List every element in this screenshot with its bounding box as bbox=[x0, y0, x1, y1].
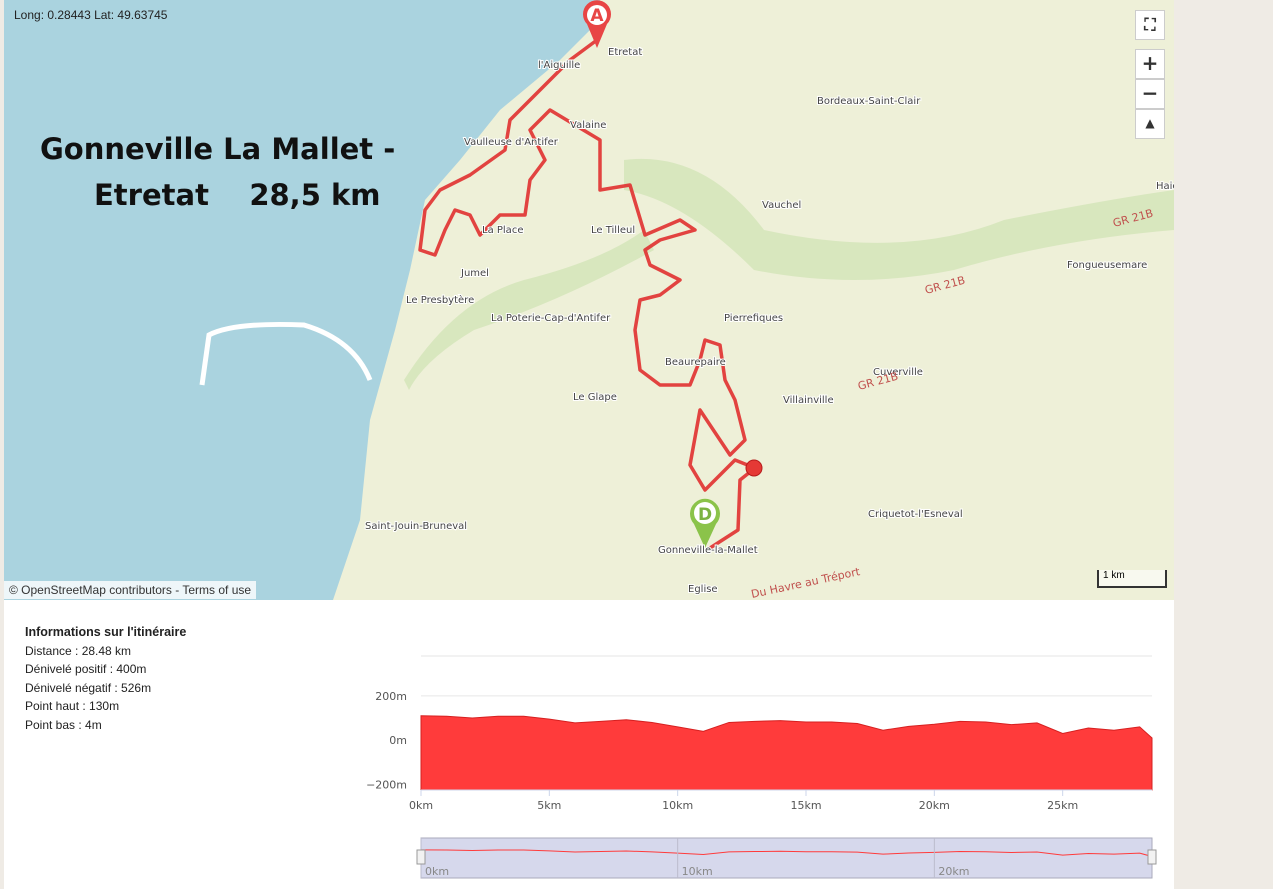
jetty bbox=[199, 321, 373, 386]
fullscreen-button[interactable]: ⛶ bbox=[1135, 10, 1165, 40]
x-tick-label: 10km bbox=[662, 799, 693, 812]
title-line: Etretat 28,5 km bbox=[94, 178, 381, 212]
navigator-handle[interactable] bbox=[416, 849, 426, 865]
place-label: Bordeaux-Saint-Clair bbox=[817, 96, 921, 107]
place-label: Jumel bbox=[460, 268, 489, 279]
place-label: Vauchel bbox=[762, 200, 801, 211]
marker-label: A bbox=[590, 6, 604, 26]
navigator-tick-label: 0km bbox=[425, 865, 449, 878]
place-label: Haie bbox=[1156, 181, 1174, 192]
route-title: Gonneville La Mallet - Etretat 28,5 km bbox=[40, 126, 395, 218]
navigator-handle[interactable] bbox=[1147, 849, 1157, 865]
place-labels: Etretat l'Aiguille Valaine Vaulleuse d'A… bbox=[364, 46, 1174, 600]
route bbox=[418, 38, 757, 550]
y-tick-label: −200m bbox=[366, 778, 407, 791]
attribution[interactable]: © OpenStreetMap contributors - Terms of … bbox=[4, 581, 257, 599]
end-marker: D bbox=[690, 498, 721, 548]
x-tick-label: 0km bbox=[409, 799, 433, 812]
scale-bar: 1 km bbox=[1097, 570, 1167, 588]
zoom-in-button[interactable]: + bbox=[1135, 49, 1165, 79]
place-label: Saint-Jouin-Bruneval bbox=[365, 521, 467, 532]
place-label: Le Glape bbox=[573, 392, 617, 403]
info-line: Distance : 28.48 km bbox=[25, 643, 132, 658]
y-tick-label: 200m bbox=[375, 690, 407, 703]
info-line: Point bas : 4m bbox=[25, 717, 102, 732]
zoom-out-button[interactable]: − bbox=[1135, 79, 1165, 109]
place-label: Etretat bbox=[608, 47, 642, 58]
map: A D Etretat l'Aiguille Valaine Vaulleuse… bbox=[4, 0, 1174, 600]
x-tick-label: 15km bbox=[790, 799, 821, 812]
place-label: Vaulleuse d'Antifer bbox=[464, 137, 559, 148]
place-label: La Place bbox=[482, 225, 523, 236]
place-label: l'Aiguille bbox=[538, 60, 580, 71]
coordinates: Long: 0.28443 Lat: 49.63745 bbox=[14, 8, 168, 22]
info-heading: Informations sur l'itinéraire bbox=[25, 625, 187, 639]
place-label: Valaine bbox=[570, 120, 606, 131]
navigator-line bbox=[420, 849, 1153, 857]
start-marker: A bbox=[583, 0, 611, 49]
place-label: Fongueusemare bbox=[1067, 260, 1147, 271]
info-line: Dénivelé positif : 400m bbox=[25, 662, 147, 676]
elevation-area bbox=[420, 715, 1153, 791]
x-tick-label: 20km bbox=[919, 799, 950, 812]
compass-button[interactable]: ▲ bbox=[1135, 109, 1165, 139]
current-point bbox=[745, 459, 763, 477]
navigator-tick-label: 10km bbox=[682, 865, 713, 878]
title-line: Gonneville La Mallet - bbox=[40, 132, 396, 166]
place-label: Villainville bbox=[783, 395, 834, 406]
place-label: Le Presbytère bbox=[406, 294, 474, 306]
x-tick-label: 25km bbox=[1047, 799, 1078, 812]
info-line: Point haut : 130m bbox=[25, 699, 120, 713]
place-label: Gonneville-la-Mallet bbox=[658, 545, 758, 556]
forest bbox=[404, 158, 1174, 390]
place-label: Le Tilleul bbox=[591, 225, 635, 236]
marker-label: D bbox=[698, 505, 712, 525]
navigator-tick-label: 20km bbox=[938, 865, 969, 878]
app: A D Etretat l'Aiguille Valaine Vaulleuse… bbox=[4, 0, 1174, 889]
place-label: Beaurepaire bbox=[665, 357, 726, 368]
x-tick-label: 5km bbox=[537, 799, 561, 812]
place-label: Cuverville bbox=[873, 367, 923, 378]
route-info: Informations sur l'itinéraire Distance :… bbox=[25, 623, 186, 734]
y-tick-label: 0m bbox=[389, 734, 407, 747]
place-label: La Poterie-Cap-d'Antifer bbox=[491, 313, 611, 324]
navigator-bg bbox=[420, 837, 1153, 879]
place-label: Eglise bbox=[688, 584, 718, 595]
place-label: Criquetot-l'Esneval bbox=[868, 509, 963, 520]
info-line: Dénivelé négatif : 526m bbox=[25, 680, 152, 695]
place-label: Pierrefiques bbox=[724, 313, 783, 324]
land bbox=[333, 0, 1174, 600]
